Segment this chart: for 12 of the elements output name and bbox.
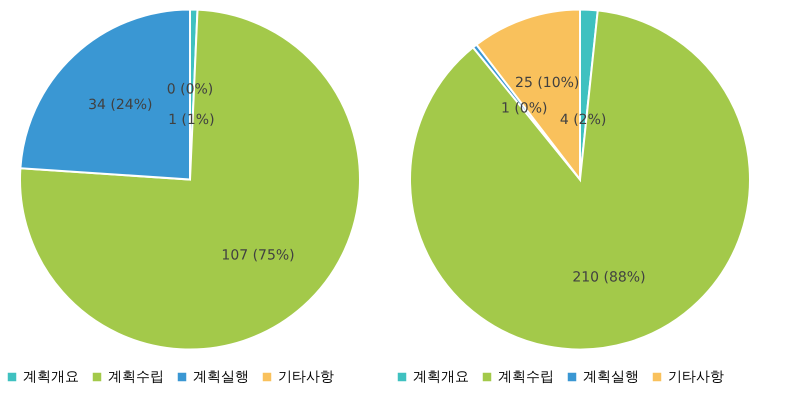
data-label: 25 (10%) [515,74,580,91]
data-label: 210 (88%) [572,269,646,286]
legend-label: 기타사항 [668,369,724,385]
legend-label: 계획실행 [583,369,639,385]
legend-label: 계획실행 [193,369,249,385]
legend-label: 기타사항 [278,369,334,385]
data-label: 34 (24%) [88,97,152,114]
data-label: 107 (75%) [221,248,295,264]
legend-label: 계획개요 [413,369,469,385]
legend-label: 계획수립 [498,369,554,385]
legend-label: 계획수립 [108,369,164,385]
legend-label: 계획개요 [23,369,79,385]
